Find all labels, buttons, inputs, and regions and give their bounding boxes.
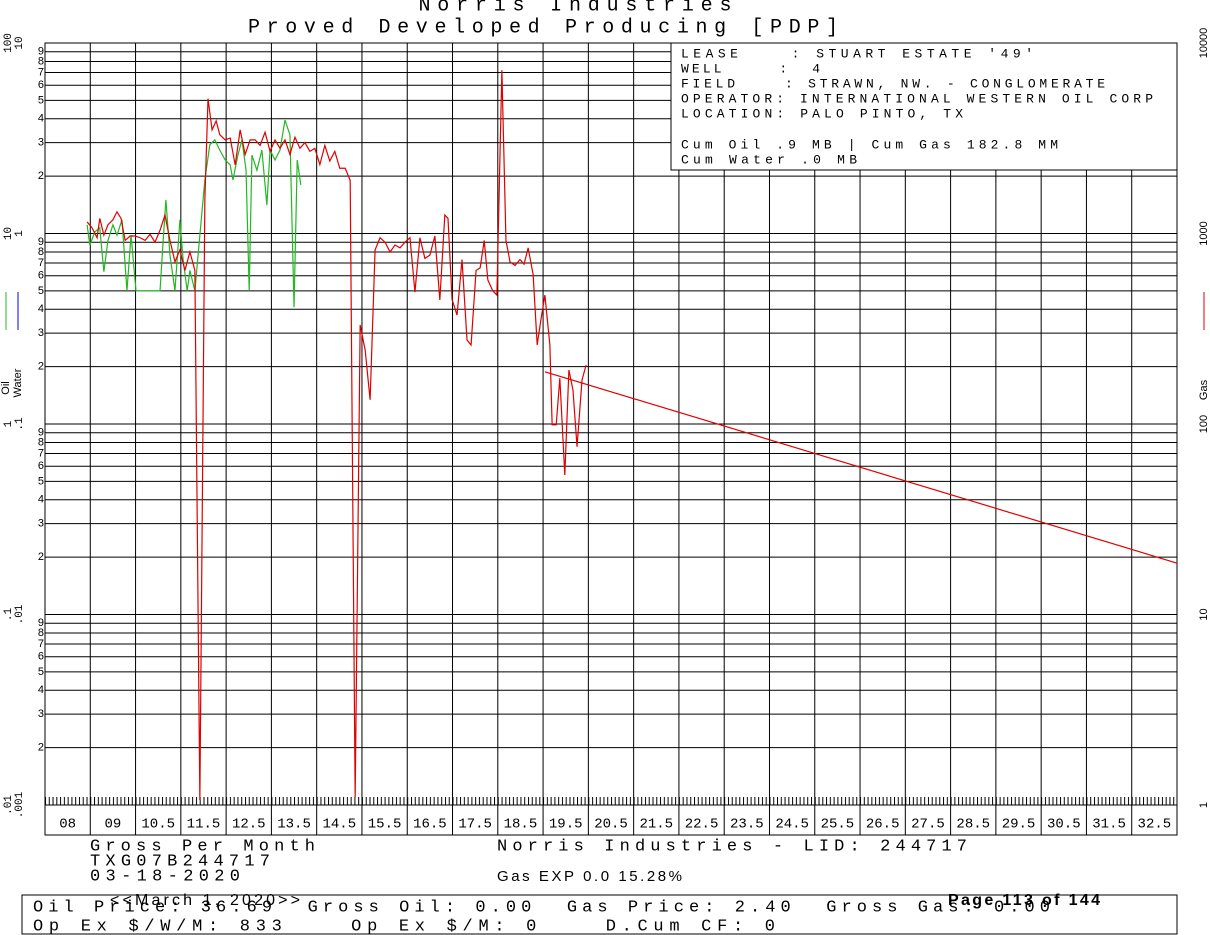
chart-subtitle: Proved Developed Producing [PDP] — [248, 16, 838, 39]
x-tick-label: 30.5 — [1047, 817, 1081, 833]
x-tick-label: 16.5 — [413, 817, 447, 833]
x-tick-label: 13.5 — [277, 817, 311, 833]
y-tick-label: .01 — [3, 795, 15, 815]
y-tick-label: 100 — [3, 33, 15, 53]
info-line: WELL : 4 — [681, 61, 820, 76]
minor-tick-label: 2 — [38, 361, 44, 373]
info-line: LEASE : STUART ESTATE '49' — [681, 46, 1033, 61]
x-tick-label: 12.5 — [232, 817, 266, 833]
minor-tick-label: 9 — [38, 236, 44, 248]
x-tick-label: 29.5 — [1002, 817, 1036, 833]
y-axis-title: Oil — [0, 381, 12, 394]
info-box — [670, 42, 1178, 171]
minor-tick-label: 9 — [38, 617, 44, 629]
info-line: FIELD : STRAWN, NW. - CONGLOMERATE — [681, 76, 1105, 91]
x-tick-label: 28.5 — [956, 817, 990, 833]
month-ticks — [45, 797, 1177, 805]
minor-tick-label: 8 — [38, 627, 44, 639]
x-tick-label: 14.5 — [323, 817, 357, 833]
y2-tick-label: 100 — [1198, 415, 1210, 433]
x-tick-label: 32.5 — [1138, 817, 1172, 833]
minor-tick-label: 6 — [38, 651, 44, 663]
x-tick-label: 22.5 — [685, 817, 719, 833]
date-label: <<March 1, 2020>> — [110, 892, 300, 909]
minor-tick-label: 5 — [38, 475, 44, 487]
footer-text: Gas EXP 0.0 15.28% — [497, 868, 682, 885]
x-tick-label: 11.5 — [187, 817, 221, 833]
x-tick-label: 19.5 — [549, 817, 583, 833]
x-tick-label: 20.5 — [594, 817, 628, 833]
minor-tick-label: 9 — [38, 46, 44, 58]
minor-tick-label: 7 — [38, 66, 44, 78]
minor-tick-label: 3 — [38, 518, 44, 530]
x-tick-label: 09 — [105, 817, 122, 833]
footer-text: Op Ex $/W/M: 833 Op Ex $/M: 0 D.Cum CF: … — [33, 917, 775, 935]
x-tick-label: 17.5 — [458, 817, 492, 833]
water-tick-label: .1 — [14, 417, 26, 431]
minor-tick-label: 8 — [38, 246, 44, 258]
minor-tick-label: 7 — [38, 638, 44, 650]
x-tick-label: 18.5 — [504, 817, 538, 833]
series — [86, 70, 1178, 801]
y-tick-label: 10 — [3, 227, 15, 240]
minor-tick-label: 5 — [38, 94, 44, 106]
y2-tick-label: 10000 — [1198, 28, 1210, 59]
minor-tick-label: 8 — [38, 55, 44, 67]
minor-tick-label: 4 — [38, 494, 44, 506]
minor-tick-label: 8 — [38, 436, 44, 448]
info-line: Cum Water .0 MB — [681, 152, 857, 167]
plot-frame — [44, 42, 1178, 836]
minor-tick-label: 3 — [38, 327, 44, 339]
x-tick-label: 25.5 — [821, 817, 855, 833]
water-tick-label: 10 — [14, 36, 26, 49]
minor-tick-label: 6 — [38, 79, 44, 91]
water-tick-label: 1 — [14, 230, 26, 237]
minor-tick-label: 7 — [38, 257, 44, 269]
x-tick-label: 24.5 — [775, 817, 809, 833]
series-line — [544, 371, 1178, 564]
x-tick-label: 31.5 — [1092, 817, 1126, 833]
page-label: Page 113 of 144 — [948, 892, 1100, 909]
minor-tick-label: 3 — [38, 708, 44, 720]
footer-text: Norris Industries - LID: 244717 — [497, 837, 967, 856]
minor-tick-label: 5 — [38, 285, 44, 297]
minor-tick-label: 4 — [38, 303, 44, 315]
y2-tick-label: 10 — [1198, 608, 1210, 620]
x-tick-label: 08 — [59, 817, 76, 833]
y-tick-label: .1 — [3, 608, 15, 622]
y-tick-label: 1 — [3, 420, 15, 427]
minor-tick-label: 4 — [38, 684, 44, 696]
y2-tick-label: 1000 — [1198, 221, 1210, 245]
y2-axis-title: Gas — [1198, 379, 1210, 400]
water-tick-label: .01 — [14, 604, 26, 624]
x-tick-label: 27.5 — [911, 817, 945, 833]
minor-tick-label: 3 — [38, 137, 44, 149]
minor-tick-label: 6 — [38, 460, 44, 472]
minor-tick-label: 2 — [38, 170, 44, 182]
minor-tick-label: 6 — [38, 270, 44, 282]
water-tick-label: .001 — [14, 791, 26, 818]
footer-text: Oil Price: 36.69 Gross Oil: 0.00 Gas Pri… — [33, 898, 1050, 917]
x-tick-label: 10.5 — [141, 817, 175, 833]
y2-tick-label: 1 — [1198, 802, 1210, 808]
minor-tick-label: 7 — [38, 447, 44, 459]
minor-tick-label: 9 — [38, 427, 44, 439]
x-tick-label: 21.5 — [639, 817, 673, 833]
footer-text: 03-18-2020 — [90, 867, 240, 886]
x-tick-label: 23.5 — [730, 817, 764, 833]
minor-tick-label: 2 — [38, 551, 44, 563]
minor-tick-label: 2 — [38, 742, 44, 754]
x-tick-label: 26.5 — [866, 817, 900, 833]
minor-tick-label: 5 — [38, 666, 44, 678]
chart-title: Norris Industries — [419, 0, 732, 17]
series-line — [86, 70, 587, 801]
footer-box — [21, 894, 1178, 935]
minor-tick-label: 4 — [38, 113, 44, 125]
x-tick-label: 15.5 — [368, 817, 402, 833]
water-axis-title: Water — [12, 368, 24, 397]
